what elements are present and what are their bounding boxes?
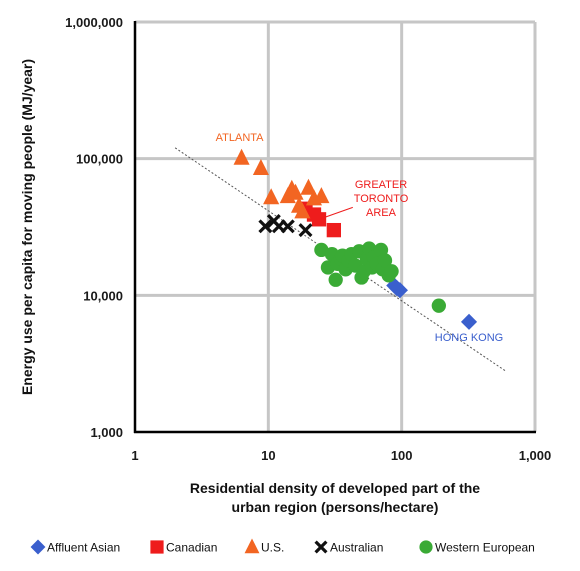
x-axis-title-line-1: Residential density of developed part of… [190, 480, 480, 496]
y-tick-label-1: 10,000 [83, 288, 123, 303]
legend-item-affluent-asian: Affluent Asian [30, 539, 120, 555]
point-circle-4-23 [328, 272, 343, 287]
point-x-3-3 [280, 219, 295, 234]
legend-label-0: Affluent Asian [47, 541, 120, 555]
annotation-toronto-line-2: TORONTO [354, 193, 409, 205]
trendline-dotted [174, 147, 506, 372]
annotations: ATLANTA GREATER TORONTO AREA HONG KONG [216, 132, 504, 344]
x-tick-label-1: 10 [261, 448, 275, 463]
legend-item-u-s-: U.S. [244, 538, 284, 555]
point-diamond-0-2 [391, 282, 408, 299]
point-triangle-2-0 [233, 148, 250, 165]
x-axis-title-line-2: urban region (persons/hectare) [232, 499, 439, 515]
point-diamond-0-3 [460, 313, 478, 330]
x-tick-label-2: 100 [391, 448, 413, 463]
point-x-3-0 [258, 219, 273, 234]
legend-marker-square [150, 540, 164, 554]
point-triangle-2-10 [313, 187, 330, 204]
tick-labels: 1 10 100 1,000 1,000 10,000 100,000 1,000,000 [65, 15, 551, 463]
point-triangle-2-2 [263, 188, 280, 205]
legend-marker-x [314, 540, 328, 554]
annotation-toronto-line-1: GREATER [355, 179, 407, 191]
legend-marker-diamond [30, 539, 46, 555]
point-square-1-2 [326, 222, 341, 238]
y-tick-label-0: 1,000 [90, 425, 123, 440]
annotation-hong-kong: HONG KONG [435, 332, 503, 344]
legend: Affluent Asian Canadian U.S. Australian West… [30, 538, 535, 555]
y-tick-label-3: 1,000,000 [65, 15, 123, 30]
point-x-3-4 [298, 223, 313, 238]
point-triangle-2-8 [300, 178, 317, 195]
legend-item-canadian: Canadian [150, 540, 217, 555]
y-axis-title: Energy use per capita for moving people … [19, 59, 35, 395]
series-u-s- [233, 148, 330, 219]
plot-area-border [133, 20, 537, 434]
trendline [174, 147, 506, 372]
x-tick-label-3: 1,000 [519, 448, 552, 463]
series-western-european [314, 241, 446, 313]
legend-label-3: Australian [330, 541, 383, 555]
point-triangle-2-7 [294, 202, 311, 219]
point-triangle-2-1 [252, 159, 269, 176]
annotation-atlanta: ATLANTA [216, 132, 265, 144]
series-australian [258, 213, 313, 238]
series-affluent-asian [386, 277, 478, 330]
annotation-toronto-leader-line [321, 206, 353, 219]
legend-label-2: U.S. [261, 541, 284, 555]
point-square-1-3 [306, 207, 322, 222]
legend-marker-circle [419, 540, 433, 554]
legend-item-australian: Australian [314, 540, 383, 555]
data-points [233, 148, 478, 330]
legend-marker-triangle [244, 538, 260, 554]
point-triangle-2-5 [287, 183, 304, 200]
x-tick-label-0: 1 [131, 448, 138, 463]
point-circle-4-22 [384, 264, 399, 279]
legend-label-1: Canadian [166, 541, 217, 555]
annotation-toronto-line-3: AREA [366, 207, 397, 219]
point-circle-4-24 [431, 298, 446, 313]
y-tick-label-2: 100,000 [76, 152, 123, 167]
legend-item-western-european: Western European [419, 540, 535, 555]
point-circle-4-20 [377, 253, 393, 268]
legend-label-4: Western European [435, 541, 535, 555]
